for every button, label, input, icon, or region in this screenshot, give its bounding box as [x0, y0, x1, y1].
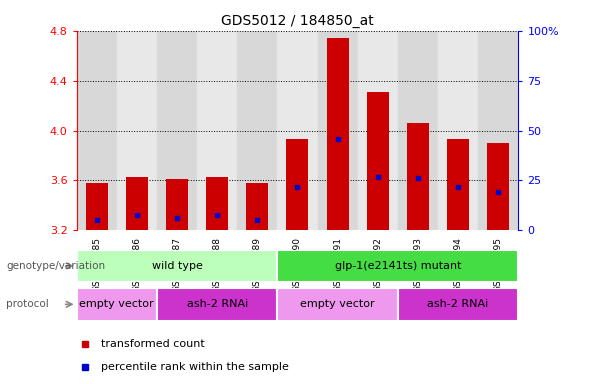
Bar [237, 31, 277, 230]
Text: genotype/variation: genotype/variation [6, 261, 105, 271]
Bar [157, 31, 197, 230]
Text: wild type: wild type [151, 261, 203, 271]
Text: percentile rank within the sample: percentile rank within the sample [101, 362, 289, 372]
Bar [286, 139, 309, 230]
Text: ash-2 RNAi: ash-2 RNAi [187, 299, 248, 310]
Bar [478, 31, 518, 230]
Bar [166, 179, 188, 230]
Title: GDS5012 / 184850_at: GDS5012 / 184850_at [221, 14, 374, 28]
Text: transformed count: transformed count [101, 339, 204, 349]
Text: empty vector: empty vector [80, 299, 154, 310]
Bar [77, 288, 157, 321]
Bar [206, 177, 228, 230]
Text: protocol: protocol [6, 299, 49, 310]
Bar [77, 31, 117, 230]
Bar [246, 183, 269, 230]
Bar [157, 288, 277, 321]
Bar [367, 92, 389, 230]
Bar [358, 31, 398, 230]
Bar [85, 183, 108, 230]
Bar [77, 250, 277, 282]
Bar [277, 31, 317, 230]
Bar [277, 288, 398, 321]
Bar [317, 31, 358, 230]
Bar [277, 250, 518, 282]
Bar [438, 31, 478, 230]
Bar [447, 139, 469, 230]
Bar [407, 123, 429, 230]
Bar [326, 38, 349, 230]
Bar [398, 31, 438, 230]
Bar [487, 143, 509, 230]
Text: ash-2 RNAi: ash-2 RNAi [428, 299, 489, 310]
Bar [398, 288, 518, 321]
Bar [197, 31, 237, 230]
Text: empty vector: empty vector [300, 299, 375, 310]
Bar [117, 31, 157, 230]
Bar [126, 177, 148, 230]
Text: glp-1(e2141ts) mutant: glp-1(e2141ts) mutant [335, 261, 461, 271]
